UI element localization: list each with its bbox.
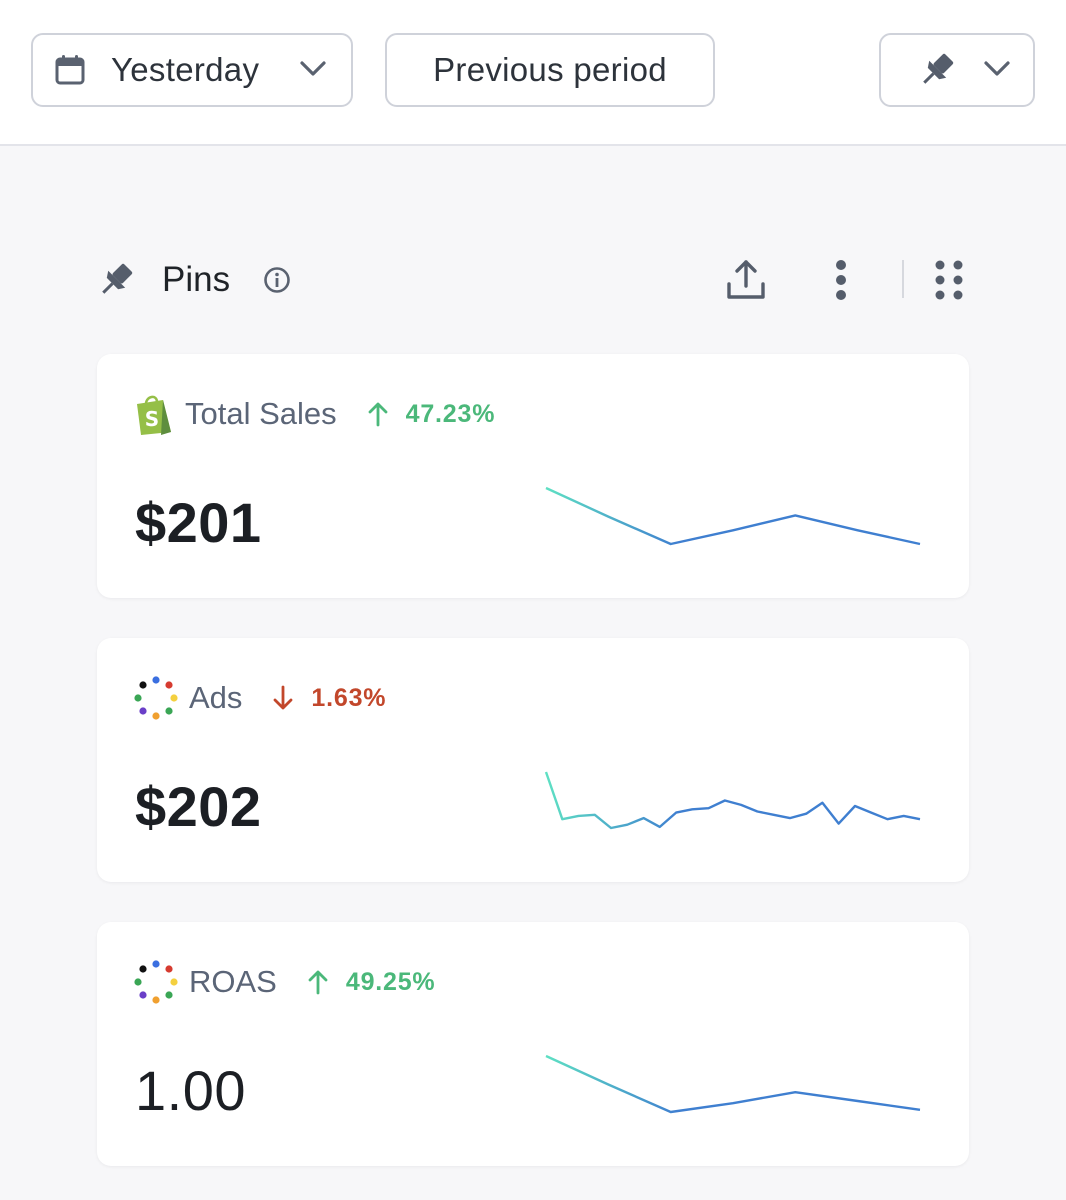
- metric-name: Total Sales: [185, 396, 337, 431]
- metric-value: $202: [135, 775, 262, 838]
- pin-icon: [923, 53, 954, 84]
- metric-value: 1.00: [135, 1059, 246, 1122]
- share-icon[interactable]: [724, 258, 768, 302]
- pin-menu-button[interactable]: [879, 33, 1035, 107]
- sparkline-series: [545, 1054, 921, 1114]
- sparkline-series: [544, 771, 921, 830]
- pin-icon: [102, 263, 133, 294]
- change-percent: 1.63%: [311, 683, 387, 712]
- metric-card-roas[interactable]: ROAS 49.25% 1.00: [97, 922, 969, 1166]
- metric-value: $201: [135, 491, 262, 554]
- ads-dots-icon: [134, 960, 178, 1004]
- date-range-button[interactable]: Yesterday: [31, 33, 353, 107]
- svg-text:S: S: [145, 407, 159, 431]
- drag-handle-icon[interactable]: [935, 260, 963, 300]
- compare-period-button[interactable]: Previous period: [385, 33, 715, 107]
- pins-section-header: Pins: [96, 250, 968, 310]
- compare-period-label: Previous period: [433, 51, 667, 88]
- chevron-down-icon: [984, 61, 1010, 76]
- change-indicator: 47.23%: [367, 400, 496, 429]
- toolbar-divider: [902, 260, 904, 298]
- metric-name: Ads: [189, 680, 243, 715]
- info-icon[interactable]: [263, 266, 291, 294]
- change-indicator: 1.63%: [272, 684, 386, 713]
- sparkline: [544, 771, 921, 830]
- metric-name: ROAS: [189, 964, 277, 999]
- top-toolbar: Yesterday Previous period: [0, 0, 1066, 146]
- shopify-icon: S: [137, 395, 171, 435]
- metric-card-total-sales[interactable]: S Total Sales 47.23% $201: [97, 354, 969, 598]
- change-percent: 47.23%: [405, 399, 496, 428]
- chevron-down-icon: [300, 61, 326, 76]
- arrow-up-icon: [308, 970, 328, 995]
- more-vertical-icon[interactable]: [834, 260, 848, 300]
- date-range-label: Yesterday: [111, 51, 260, 88]
- section-title: Pins: [162, 260, 231, 299]
- sparkline: [545, 1054, 921, 1114]
- sparkline: [545, 486, 921, 546]
- calendar-icon: [55, 55, 85, 85]
- arrow-down-icon: [274, 685, 293, 710]
- change-percent: 49.25%: [345, 967, 436, 996]
- sparkline-series: [545, 486, 921, 546]
- arrow-up-icon: [368, 402, 388, 427]
- change-indicator: 49.25%: [307, 968, 436, 997]
- ads-dots-icon: [134, 676, 178, 720]
- metric-card-ads[interactable]: Ads 1.63% $202: [97, 638, 969, 882]
